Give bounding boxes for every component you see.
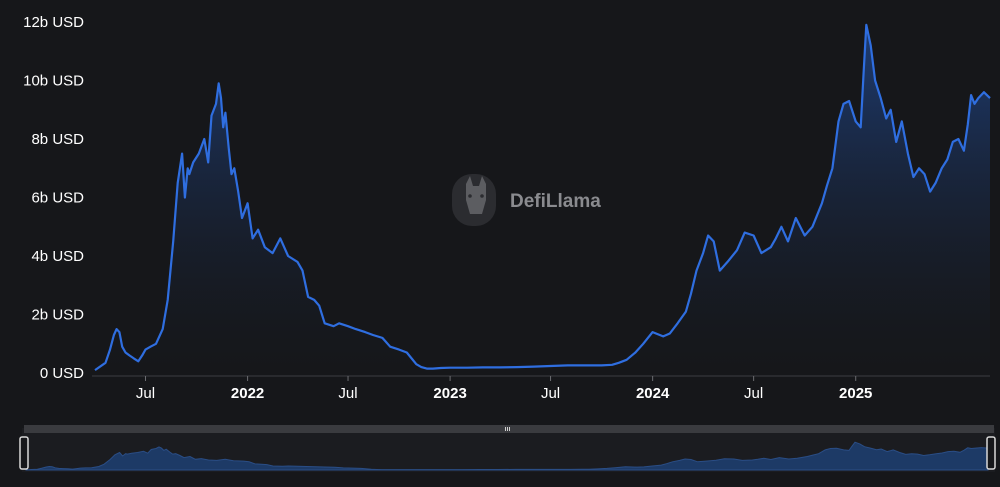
brush-handle-left[interactable] xyxy=(19,436,29,470)
x-tick-label: 2025 xyxy=(839,385,872,402)
brush-handle-right[interactable] xyxy=(986,436,996,470)
y-tick-label: 10b USD xyxy=(23,73,84,90)
x-tick-label: Jul xyxy=(338,385,357,402)
tvl-area-fill xyxy=(95,24,990,374)
watermark-text: DefiLlama xyxy=(510,191,601,212)
llama-logo-icon xyxy=(452,174,496,226)
x-tick-label: 2024 xyxy=(636,385,670,402)
y-tick-label: 4b USD xyxy=(31,248,84,265)
y-tick-label: 6b USD xyxy=(31,190,84,207)
brush-mini-area xyxy=(25,441,989,471)
x-axis: Jul 2022 Jul 2023 Jul 2024 Jul 2025 xyxy=(136,376,872,402)
y-axis: 0 USD 2b USD 4b USD 6b USD 8b USD 10b USD 12b … xyxy=(23,14,84,382)
y-tick-label: 0 USD xyxy=(40,365,84,382)
y-tick-label: 2b USD xyxy=(31,307,84,324)
x-tick-label: Jul xyxy=(744,385,763,402)
y-tick-label: 12b USD xyxy=(23,14,84,31)
watermark-logo: DefiLlama xyxy=(452,174,601,226)
y-tick-label: 8b USD xyxy=(31,131,84,148)
range-brush[interactable] xyxy=(19,425,996,472)
x-tick-label: 2022 xyxy=(231,385,264,402)
brush-grip-icon[interactable] xyxy=(505,427,510,431)
x-tick-label: Jul xyxy=(541,385,560,402)
tvl-line xyxy=(94,23,991,372)
x-tick-label: 2023 xyxy=(433,385,466,402)
x-tick-label: Jul xyxy=(136,385,155,402)
